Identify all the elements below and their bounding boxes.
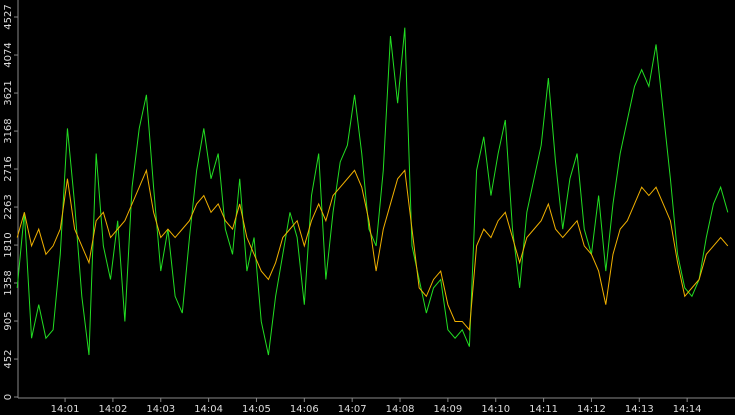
x-tick-label: 14:02 bbox=[98, 404, 127, 415]
x-tick-label: 14:12 bbox=[577, 404, 606, 415]
y-tick-label: 4074 bbox=[3, 42, 14, 67]
x-tick-label: 14:14 bbox=[673, 404, 702, 415]
x-tick-label: 14:03 bbox=[146, 404, 175, 415]
x-tick-label: 14:06 bbox=[290, 404, 319, 415]
x-tick-label: 14:04 bbox=[194, 404, 223, 415]
y-tick-label: 3168 bbox=[3, 118, 14, 143]
y-tick-label: 905 bbox=[3, 311, 14, 330]
x-tick-label: 14:10 bbox=[481, 404, 510, 415]
x-tick-label: 14:09 bbox=[433, 404, 462, 415]
y-tick-label: 452 bbox=[3, 350, 14, 369]
x-tick-label: 14:11 bbox=[529, 404, 558, 415]
x-tick-label: 14:01 bbox=[51, 404, 80, 415]
x-tick-label: 14:07 bbox=[338, 404, 367, 415]
y-tick-label: 1358 bbox=[3, 270, 14, 295]
series-line bbox=[16, 27, 729, 356]
x-tick-label: 14:08 bbox=[386, 404, 415, 415]
y-tick-label: 2263 bbox=[3, 194, 14, 219]
y-tick-label: 1810 bbox=[3, 232, 14, 257]
series-line bbox=[16, 168, 729, 332]
y-tick-label: 3621 bbox=[3, 80, 14, 105]
y-tick-label: 0 bbox=[3, 394, 14, 400]
x-tick-label: 14:05 bbox=[242, 404, 271, 415]
x-tick-label: 14:13 bbox=[625, 404, 654, 415]
y-tick-label: 2716 bbox=[3, 156, 14, 181]
y-tick-label: 4527 bbox=[3, 4, 14, 29]
